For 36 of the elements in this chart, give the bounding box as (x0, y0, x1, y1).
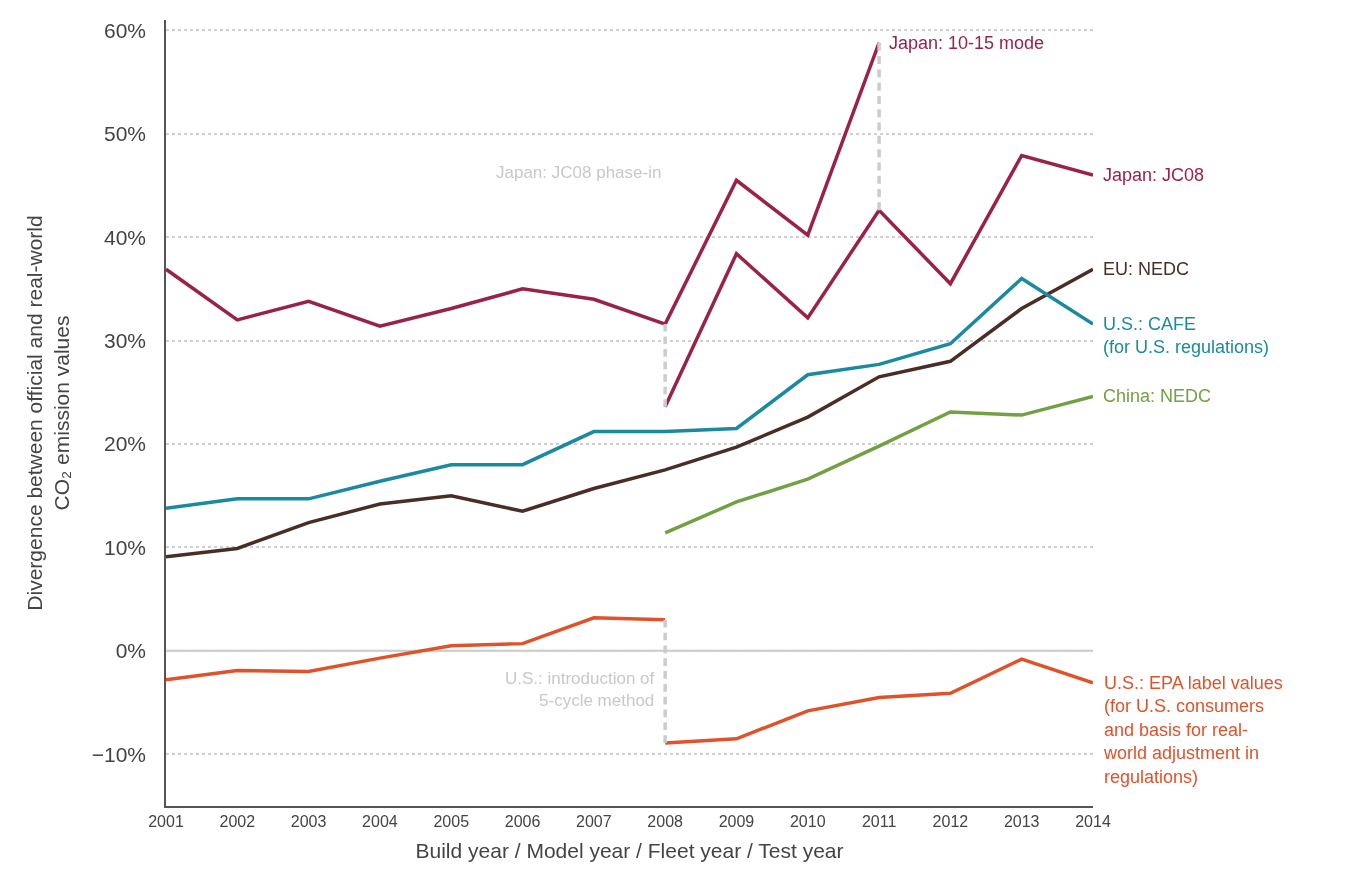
line-series (166, 267, 1093, 559)
line-series (663, 657, 1093, 745)
line-series (166, 41, 881, 328)
line-series (663, 394, 1093, 535)
y-tick-label: 10% (104, 535, 147, 559)
series-label: U.S.: EPA label values (for U.S. consumers and basis for real- world adjustment in regulations) (1103, 673, 1283, 787)
x-tick-label: 2004 (362, 812, 398, 830)
x-tick-label: 2005 (433, 812, 470, 830)
y-tick-label: 0% (115, 639, 147, 663)
x-tick-label: 2008 (647, 812, 684, 830)
x-tick-label: 2007 (576, 812, 612, 830)
x-tick-label: 2006 (504, 812, 541, 830)
x-tick-label: 2012 (932, 812, 969, 830)
x-axis-title: Build year / Model year / Fleet year / Test year (415, 838, 844, 862)
line-series (166, 276, 1093, 510)
x-tick-label: 2003 (290, 812, 327, 830)
x-tick-label: 2013 (1003, 812, 1040, 830)
y-tick-label: 20% (104, 432, 147, 456)
y-tick-label: −10% (91, 742, 147, 766)
x-tick-label: 2014 (1075, 812, 1111, 830)
y-tick-label: 50% (104, 122, 147, 146)
y-tick-label: 40% (104, 225, 147, 249)
y-tick-label: 30% (104, 328, 147, 352)
series-label: Japan: JC08 (1103, 165, 1205, 185)
series-label: Japan: 10-15 mode (889, 33, 1045, 53)
x-tick-label: 2010 (789, 812, 826, 830)
series-label: EU: NEDC (1103, 259, 1190, 279)
y-tick-label: 60% (104, 18, 147, 42)
x-tick-label: 2009 (718, 812, 755, 830)
x-tick-label: 2001 (148, 812, 184, 830)
line-series (166, 616, 667, 682)
x-tick-label: 2002 (219, 812, 256, 830)
y-axis-title: Divergence between official and real-world CO₂ emission values (23, 215, 74, 611)
series-label: China: NEDC (1103, 386, 1212, 406)
x-tick-label: 2011 (861, 812, 897, 830)
series-label: U.S.: CAFE (for U.S. regulations) (1103, 314, 1270, 358)
